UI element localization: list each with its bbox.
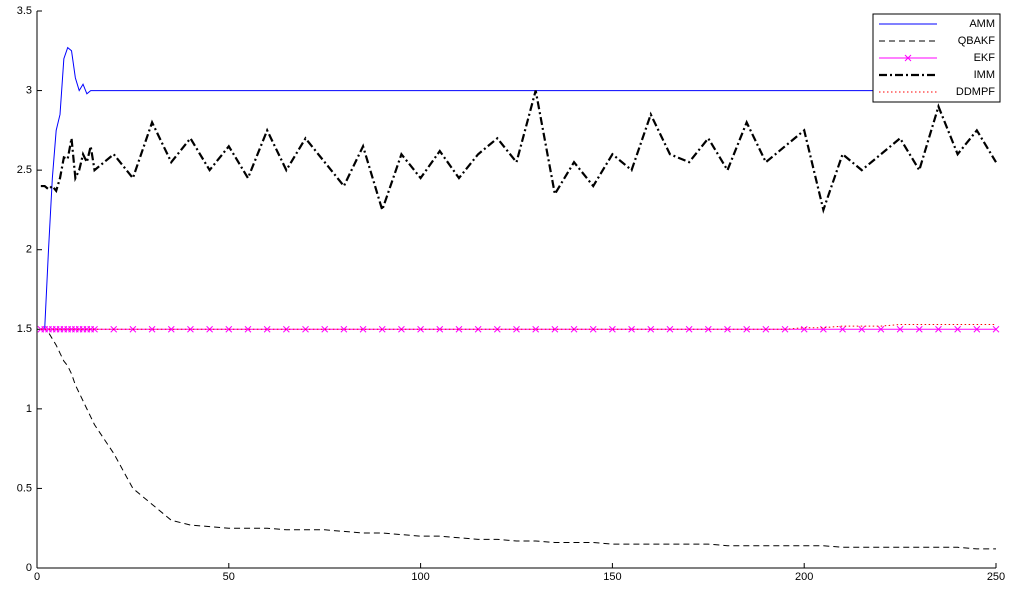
series-marker xyxy=(896,325,904,333)
y-tick-label: 3.5 xyxy=(17,5,32,17)
x-tick-label: 0 xyxy=(34,571,40,583)
series-marker xyxy=(609,325,616,333)
y-tick-label: 2 xyxy=(26,244,32,256)
series-line xyxy=(40,324,996,330)
series-marker xyxy=(513,325,520,333)
series-marker xyxy=(954,325,961,333)
series-marker xyxy=(647,325,655,333)
y-tick-label: 1 xyxy=(26,403,32,415)
series-marker xyxy=(704,325,712,333)
series-marker xyxy=(167,325,175,333)
series-marker xyxy=(359,325,367,333)
legend-label: AMM xyxy=(969,18,995,30)
series-marker xyxy=(992,325,1000,333)
series-marker xyxy=(877,325,885,333)
series-marker xyxy=(91,325,98,333)
series-marker xyxy=(340,325,348,333)
series-marker xyxy=(628,325,635,333)
series-marker xyxy=(935,325,942,333)
legend: AMM QBAKF EKF IMM DDMPF xyxy=(872,13,1001,103)
y-tick-label: 2.5 xyxy=(17,164,32,176)
series-marker xyxy=(225,325,233,333)
series-marker xyxy=(551,325,559,333)
series-marker xyxy=(282,325,290,333)
series-marker xyxy=(148,325,156,333)
series-marker xyxy=(724,325,731,333)
series-marker xyxy=(973,325,981,333)
series-marker xyxy=(187,325,194,333)
y-tick-label: 0 xyxy=(26,562,32,574)
legend-marker xyxy=(904,54,912,62)
y-tick-label: 3 xyxy=(26,84,32,96)
series-marker xyxy=(263,325,271,333)
series-marker xyxy=(915,325,923,333)
legend-label: QBAKF xyxy=(958,35,996,47)
x-tick-label: 250 xyxy=(987,571,1005,583)
y-tick-label: 0.5 xyxy=(17,482,32,494)
series-marker xyxy=(455,325,463,333)
series-marker xyxy=(436,325,444,333)
legend-label: DDMPF xyxy=(956,86,995,98)
x-tick-label: 50 xyxy=(223,571,235,583)
series-marker xyxy=(839,325,846,333)
plot-area xyxy=(37,11,996,568)
x-tick-label: 150 xyxy=(603,571,621,583)
legend-label: EKF xyxy=(974,52,996,64)
series-marker xyxy=(743,325,751,333)
x-tick-label: 100 xyxy=(411,571,429,583)
series-marker xyxy=(858,325,866,333)
series-marker xyxy=(244,325,252,333)
series-line xyxy=(40,46,996,330)
series-marker xyxy=(321,325,329,333)
x-tick-label: 200 xyxy=(795,571,813,583)
legend-label: IMM xyxy=(974,69,995,81)
series-marker xyxy=(532,325,540,333)
series-line xyxy=(40,90,997,214)
y-tick-label: 1.5 xyxy=(17,323,32,335)
series-marker xyxy=(417,325,424,333)
